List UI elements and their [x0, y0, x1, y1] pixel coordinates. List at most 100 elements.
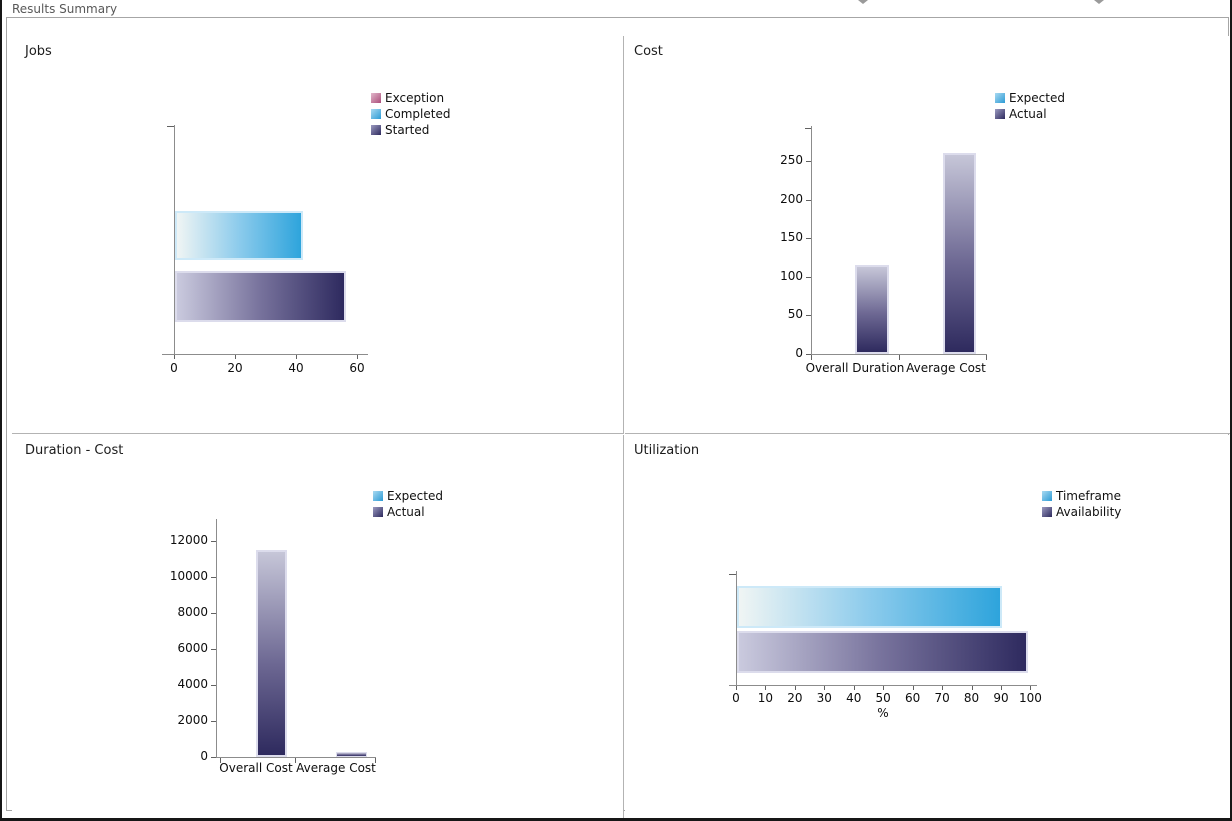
x-axis-tick: [357, 355, 358, 359]
x-axis-unit-label: %: [877, 706, 889, 720]
bar-average-cost: [943, 153, 976, 354]
x-tick-label: 90: [993, 691, 1009, 705]
y-axis-tick: [806, 238, 811, 240]
x-axis-tick: [824, 686, 826, 690]
y-axis-tick: [211, 757, 216, 758]
duration-cost-chart-title: Duration - Cost: [25, 443, 124, 458]
window-title: Results Summary: [12, 2, 118, 16]
charts-grid: 0 20 40 60 Jobs Exception Completed Started 0…: [6, 17, 1230, 818]
x-tick-label: 10: [757, 691, 774, 705]
x-tick-label: 40: [846, 691, 862, 705]
jobs-chart-title: Jobs: [25, 44, 52, 59]
timeframe-legend-swatch-icon: [1042, 491, 1052, 501]
expected-legend-swatch-icon: [373, 491, 383, 501]
actual-legend-swatch-icon: [373, 507, 383, 517]
y-tick-label: 0: [200, 749, 208, 763]
actual-legend-swatch-icon: [995, 109, 1005, 119]
y-tick-label: 200: [780, 191, 803, 206]
x-axis-line: [216, 757, 376, 758]
availability-legend-swatch-icon: [1042, 507, 1052, 517]
x-tick-label: 50: [875, 691, 891, 705]
x-axis-tick: [899, 355, 900, 360]
utilization-legend: Timeframe Availability: [1042, 488, 1121, 520]
legend-item-expected: Expected: [995, 90, 1065, 106]
x-axis-tick: [971, 686, 973, 690]
y-axis-line: [174, 125, 175, 354]
y-tick-label: 250: [780, 153, 803, 167]
y-axis-tick: [806, 315, 811, 317]
y-tick-label: 10000: [169, 569, 208, 583]
x-axis-line: [729, 685, 1037, 686]
y-axis-line: [736, 571, 737, 685]
category-label: Overall Duration: [805, 361, 905, 375]
x-tick-label: 20: [787, 691, 803, 705]
x-axis-tick: [736, 686, 737, 690]
x-axis-tick: [295, 758, 296, 763]
exception-legend-swatch-icon: [371, 93, 381, 103]
y-axis-tick: [806, 199, 811, 201]
y-axis-tick: [211, 649, 216, 650]
x-tick-label: 0: [732, 691, 740, 705]
legend-item-completed: Completed: [371, 106, 450, 122]
y-tick-label: 6000: [177, 641, 208, 655]
legend-item-actual: Actual: [995, 106, 1065, 122]
splitter-collapse-icon[interactable]: [1094, 0, 1104, 4]
legend-item-exception: Exception: [371, 90, 450, 106]
x-axis-tick: [765, 686, 767, 690]
cost-plot-area: 0 50 100 150 200 250 Overall Duration Average C…: [625, 36, 1230, 433]
jobs-plot-area: 0 20 40 60: [12, 36, 623, 433]
y-axis-tick: [211, 577, 216, 578]
x-axis-tick: [811, 355, 812, 360]
bar-started: [175, 271, 346, 322]
legend-label: Exception: [385, 91, 445, 105]
x-tick-label: 60: [349, 361, 365, 375]
y-axis-line: [811, 126, 812, 354]
legend-item-availability: Availability: [1042, 504, 1121, 520]
x-axis-tick: [1030, 686, 1032, 690]
category-label: Average Cost: [906, 361, 986, 375]
legend-label: Expected: [1009, 91, 1065, 105]
legend-label: Actual: [1009, 107, 1047, 121]
completed-legend-swatch-icon: [371, 109, 381, 119]
cost-chart-title: Cost: [634, 44, 663, 59]
y-axis-tick: [211, 721, 216, 722]
cost-chart-panel: 0 50 100 150 200 250 Overall Duration Average C…: [625, 36, 1230, 434]
category-label: Average Cost: [296, 761, 376, 775]
x-axis-tick: [1000, 686, 1002, 690]
x-axis-tick: [986, 355, 987, 360]
legend-label: Timeframe: [1056, 489, 1121, 503]
axis-end-tick: [729, 574, 736, 575]
y-tick-label: 12000: [169, 533, 208, 547]
bar-completed: [175, 211, 304, 260]
x-tick-label: 0: [170, 361, 178, 375]
bar-overall-cost: [256, 550, 287, 757]
legend-label: Started: [385, 123, 430, 137]
x-axis-tick: [912, 686, 914, 690]
jobs-chart-panel: 0 20 40 60 Jobs Exception Completed Started: [12, 36, 624, 434]
x-axis-tick: [174, 355, 175, 359]
cost-legend: Expected Actual: [995, 90, 1065, 122]
x-axis-tick: [375, 758, 376, 763]
y-tick-label: 150: [780, 230, 803, 245]
splitter-collapse-icon[interactable]: [858, 0, 868, 4]
y-axis-tick: [806, 161, 811, 162]
y-tick-label: 8000: [177, 605, 208, 619]
y-axis-tick: [806, 276, 811, 278]
legend-item-started: Started: [371, 122, 450, 138]
x-axis-tick: [794, 686, 796, 690]
legend-label: Availability: [1056, 505, 1122, 519]
legend-label: Actual: [387, 505, 425, 519]
y-axis-tick: [211, 541, 216, 542]
axis-end-tick: [805, 128, 811, 129]
category-label: Overall Cost: [219, 761, 293, 775]
x-tick-label: 100: [1018, 691, 1042, 705]
expected-legend-swatch-icon: [995, 93, 1005, 103]
y-tick-label: 50: [787, 307, 803, 322]
y-tick-label: 100: [780, 268, 803, 283]
x-axis-tick: [296, 355, 297, 359]
y-tick-label: 2000: [177, 713, 208, 727]
bar-timeframe: [737, 586, 1002, 628]
duration-cost-legend: Expected Actual: [373, 488, 443, 520]
y-axis-line: [216, 519, 217, 757]
